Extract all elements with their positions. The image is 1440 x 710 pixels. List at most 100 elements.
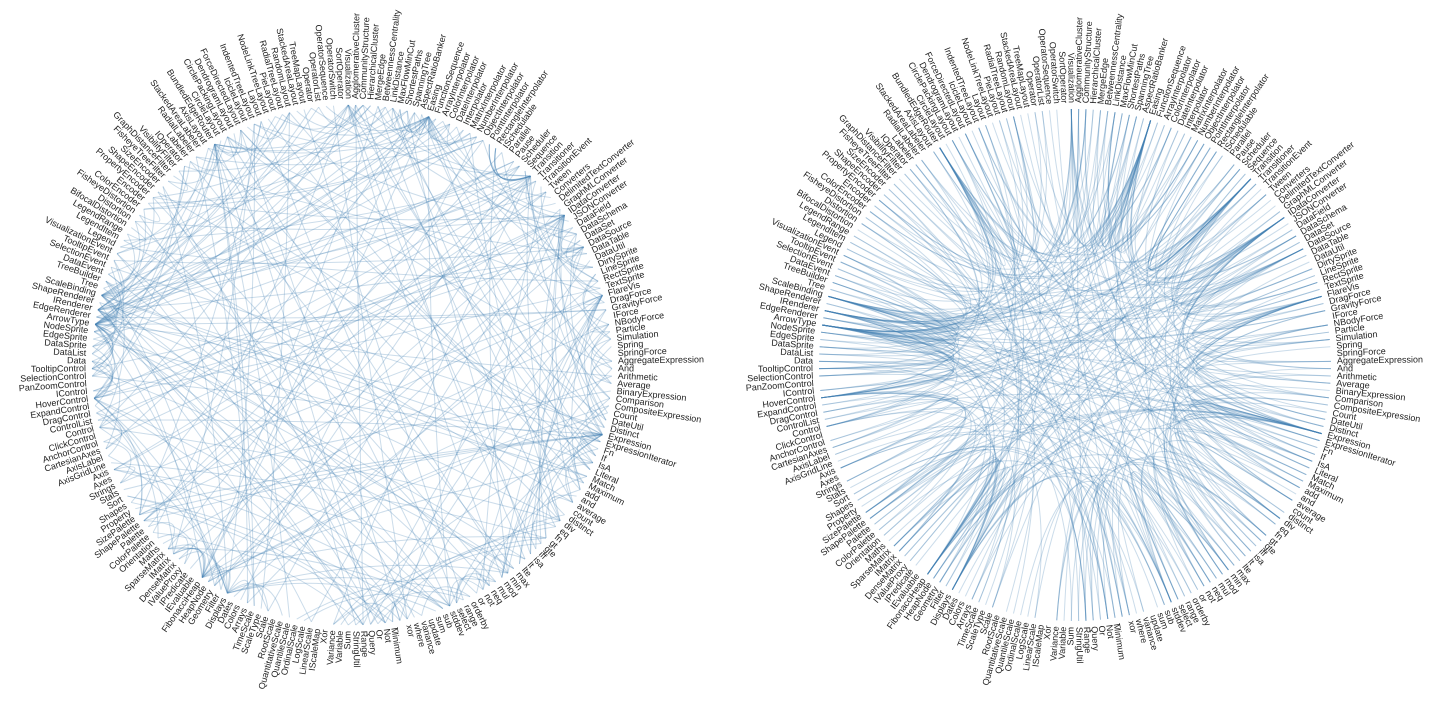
link xyxy=(178,551,206,578)
link xyxy=(1167,183,1285,288)
link xyxy=(933,468,1013,590)
link xyxy=(826,302,987,575)
link xyxy=(1153,440,1300,587)
link xyxy=(869,449,994,575)
link xyxy=(139,294,603,516)
link xyxy=(843,254,1172,603)
link xyxy=(819,261,959,377)
node-label: Simulation xyxy=(1335,329,1378,343)
node-label: Range xyxy=(1082,627,1093,654)
link xyxy=(824,164,1235,325)
link xyxy=(267,175,531,612)
link xyxy=(828,295,1313,462)
link xyxy=(898,127,1016,552)
link xyxy=(162,323,609,544)
link xyxy=(214,123,450,154)
link xyxy=(893,147,1002,272)
link xyxy=(143,175,531,522)
link xyxy=(95,120,444,325)
link xyxy=(526,175,561,521)
node-label: Arithmetic xyxy=(1337,371,1378,383)
link xyxy=(582,273,609,325)
link xyxy=(964,133,1310,469)
link xyxy=(846,109,1072,289)
link xyxy=(247,112,290,140)
link xyxy=(828,275,960,329)
link xyxy=(227,577,471,598)
link xyxy=(123,239,573,503)
link xyxy=(101,294,451,607)
link xyxy=(1095,112,1123,245)
link xyxy=(94,110,408,325)
link xyxy=(428,116,471,145)
link xyxy=(888,188,1005,590)
link xyxy=(392,108,574,503)
link xyxy=(1108,116,1159,249)
link xyxy=(127,227,147,242)
link xyxy=(227,136,613,370)
link xyxy=(226,124,256,594)
link xyxy=(822,324,1246,557)
link xyxy=(921,140,1199,264)
link xyxy=(823,310,1326,342)
link xyxy=(1092,110,1152,247)
link xyxy=(94,324,216,586)
link xyxy=(94,136,228,325)
node-label: Query xyxy=(1089,626,1101,652)
link xyxy=(1185,248,1313,316)
link xyxy=(97,419,603,436)
node-label: DataList xyxy=(53,347,87,358)
link xyxy=(1145,136,1281,519)
link xyxy=(93,140,222,399)
node-label: Variable xyxy=(334,631,345,664)
link xyxy=(482,191,547,590)
node-label: Arithmetic xyxy=(618,371,659,383)
link xyxy=(1163,155,1331,384)
link xyxy=(184,165,587,255)
link xyxy=(421,586,471,616)
link xyxy=(1170,324,1328,562)
link xyxy=(449,578,484,606)
link xyxy=(201,240,581,578)
link xyxy=(878,109,1087,270)
link xyxy=(303,109,464,601)
link xyxy=(92,346,114,399)
link xyxy=(1116,120,1179,252)
link xyxy=(564,239,584,254)
link xyxy=(823,317,1322,435)
node-label: Visualization xyxy=(343,49,354,100)
link xyxy=(927,454,1267,575)
link xyxy=(1137,469,1211,587)
link xyxy=(576,434,603,470)
link xyxy=(503,161,520,180)
link xyxy=(1056,416,1322,621)
node-label: EdgeSprite xyxy=(770,329,815,343)
link xyxy=(127,495,422,616)
link xyxy=(1118,120,1192,253)
link xyxy=(1145,130,1331,370)
link xyxy=(951,476,1034,612)
link xyxy=(103,214,565,443)
link xyxy=(95,160,514,325)
link xyxy=(214,214,565,587)
link xyxy=(254,123,477,150)
link xyxy=(821,120,1152,338)
link xyxy=(587,346,612,435)
link xyxy=(97,161,191,311)
link xyxy=(820,229,1293,392)
link xyxy=(933,116,1035,256)
link xyxy=(1186,295,1322,489)
link xyxy=(843,254,1102,620)
link xyxy=(428,116,611,399)
link xyxy=(214,133,237,157)
link xyxy=(116,107,393,255)
link xyxy=(101,280,123,297)
link xyxy=(915,164,1235,566)
link xyxy=(1114,120,1172,251)
node-label: IsA xyxy=(1316,458,1332,472)
link xyxy=(581,433,603,450)
link xyxy=(819,324,955,370)
link xyxy=(573,434,603,484)
link xyxy=(828,281,959,330)
link xyxy=(1184,415,1313,489)
